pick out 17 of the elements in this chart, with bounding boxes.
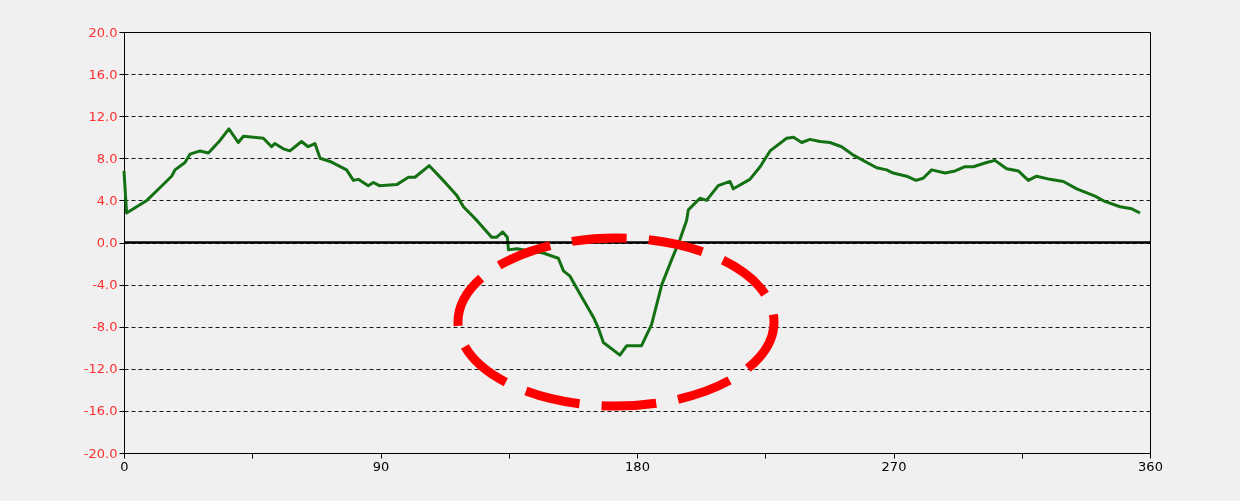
y-tick-label: -16.0 [83, 403, 118, 419]
y-tick-label: 8.0 [96, 150, 118, 166]
y-tick-label: 0.0 [96, 235, 118, 250]
y-tick-label: 20.0 [88, 24, 118, 40]
x-tick-label: 270 [881, 458, 907, 474]
y-tick-label: 12.0 [88, 108, 118, 124]
x-tick-label: 0 [120, 458, 129, 474]
y-tick-label: -4.0 [92, 277, 118, 293]
y-tick-label: -8.0 [92, 319, 118, 335]
line-series [122, 127, 1142, 357]
y-tick-label: -20.0 [83, 445, 118, 461]
x-tick-label: 90 [372, 458, 390, 474]
y-tick-label: 16.0 [88, 66, 118, 82]
x-tick-label: 180 [625, 458, 650, 474]
y-tick-label: 4.0 [96, 192, 118, 208]
x-tick-label: 360 [1138, 458, 1163, 474]
y-tick-label: -12.0 [83, 361, 118, 377]
